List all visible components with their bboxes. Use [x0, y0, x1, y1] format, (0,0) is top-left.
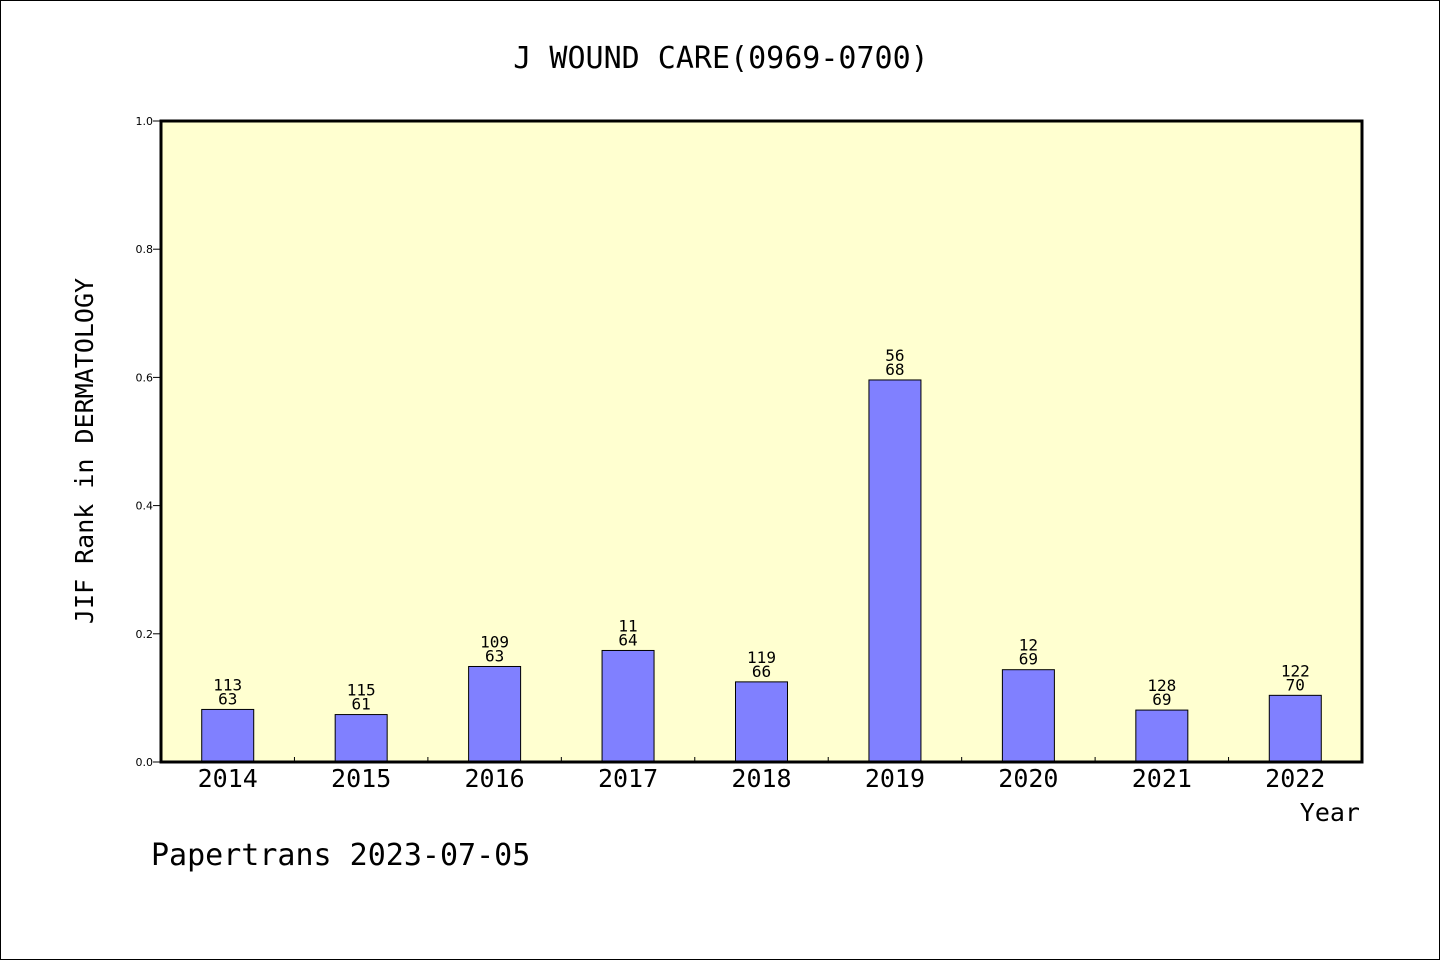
bar-2017	[601, 649, 655, 763]
plot-border	[159, 119, 1364, 764]
y-tick-label: 0.6	[136, 371, 154, 384]
bar-label-total-2019: 68	[885, 360, 904, 379]
bar-2014	[201, 708, 255, 763]
bar-2016	[468, 665, 522, 763]
bar-label-total-2020: 69	[1019, 650, 1038, 669]
bar-label-rank-2015: 115	[347, 681, 376, 700]
x-tick-label-2018: 2018	[731, 764, 791, 793]
bar-label-rank-2020: 12	[1019, 636, 1038, 655]
plot-area	[161, 121, 1362, 762]
chart-title: J WOUND CARE(0969-0700)	[513, 41, 928, 76]
bar-2022	[1268, 694, 1322, 763]
bar-label-rank-2016: 109	[480, 632, 509, 651]
y-tick-label: 0.8	[136, 243, 154, 256]
footer-text: Papertrans 2023-07-05	[151, 838, 530, 873]
bar-label-rank-2018: 119	[747, 648, 776, 667]
x-tick-label-2016: 2016	[465, 764, 525, 793]
bar-label-total-2014: 63	[218, 689, 237, 708]
bar-2019	[868, 379, 922, 763]
x-axis-label: Year	[1300, 798, 1360, 827]
bar-label-total-2016: 63	[485, 646, 504, 665]
x-tick-label-2022: 2022	[1265, 764, 1325, 793]
bar-label-total-2022: 70	[1286, 675, 1305, 694]
bar-label-total-2021: 69	[1152, 690, 1171, 709]
bar-label-rank-2017: 11	[618, 616, 637, 635]
x-tick-label-2021: 2021	[1132, 764, 1192, 793]
x-tick-label-2015: 2015	[331, 764, 391, 793]
bar-2021	[1135, 709, 1189, 763]
bar-label-rank-2014: 113	[213, 675, 242, 694]
bar-label-rank-2021: 128	[1147, 676, 1176, 695]
x-tick-label-2020: 2020	[998, 764, 1058, 793]
bar-2015	[334, 714, 388, 763]
bars-group	[201, 379, 1322, 763]
bar-label-total-2015: 61	[352, 695, 371, 714]
bar-label-rank-2022: 122	[1281, 661, 1310, 680]
y-axis-ticks: 0.0 0.2 0.4 0.6 0.8 1.0	[136, 115, 161, 769]
y-axis-label: JIF Rank in DERMATOLOGY	[70, 278, 99, 624]
x-tick-label-2017: 2017	[598, 764, 658, 793]
y-tick-label: 0.4	[136, 500, 154, 513]
y-tick-label: 0.2	[136, 628, 154, 641]
bar-2020	[1001, 669, 1055, 763]
bar-label-total-2018: 66	[752, 662, 771, 681]
x-tick-label-2019: 2019	[865, 764, 925, 793]
y-tick-label: 0.0	[136, 756, 154, 769]
y-tick-label: 1.0	[136, 115, 154, 128]
x-tick-label-2014: 2014	[198, 764, 258, 793]
bar-label-rank-2019: 56	[885, 346, 904, 365]
bar-label-total-2017: 64	[618, 630, 637, 649]
bar-2018	[735, 681, 788, 763]
x-axis-ticks: 2014 2015 2016 2017 2018 2019 2020 2021 2022	[198, 757, 1325, 793]
